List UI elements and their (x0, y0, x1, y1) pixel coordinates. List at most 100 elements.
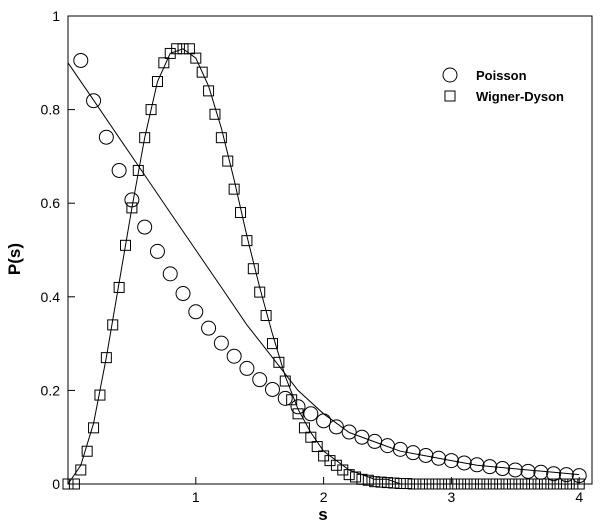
wigner-dyson-point (394, 478, 406, 490)
wigner-dyson-point (113, 281, 125, 293)
wigner-dyson-point (484, 478, 496, 490)
wigner-dyson-point (362, 474, 374, 486)
wigner-dyson-point (503, 478, 515, 490)
wigner-dyson-point (560, 478, 572, 490)
wigner-dyson-point (343, 469, 355, 481)
y-axis-label: P(s) (5, 243, 24, 275)
x-tick-label: 4 (575, 489, 583, 505)
wigner-dyson-point (407, 478, 419, 490)
poisson-point (137, 219, 153, 235)
wigner-dyson-point (158, 57, 170, 69)
wigner-dyson-point (247, 263, 259, 275)
x-tick-label: 2 (320, 489, 328, 505)
y-tick-label: 0.4 (41, 289, 61, 305)
wigner-dyson-point (132, 164, 144, 176)
wigner-dyson-point (388, 477, 400, 489)
wigner-dyson-point (266, 338, 278, 350)
poisson-point (188, 304, 204, 320)
poisson-histogram-line (67, 62, 580, 476)
poisson-point (341, 424, 357, 440)
wigner-dyson-point (413, 478, 425, 490)
wigner-dyson-point (350, 471, 362, 483)
wigner-dyson-point (382, 477, 394, 489)
wigner-dyson-point (535, 478, 547, 490)
poisson-point (482, 459, 498, 475)
poisson-point (405, 445, 421, 461)
wigner-dyson-point (426, 478, 438, 490)
wigner-dyson-point (298, 422, 310, 434)
poisson-point (328, 419, 344, 435)
wigner-dyson-point (235, 207, 247, 219)
wigner-dyson-point (190, 52, 202, 64)
poisson-point (469, 457, 485, 473)
wigner-dyson-point (497, 478, 509, 490)
x-tick-label: 1 (192, 489, 200, 505)
wigner-dyson-point (68, 478, 80, 490)
legend-label-wigner-dyson: Wigner-Dyson (476, 89, 564, 104)
wigner-dyson-point (177, 43, 189, 55)
wigner-dyson-point (273, 356, 285, 368)
wigner-dyson-point (120, 239, 132, 251)
wigner-dyson-point (554, 478, 566, 490)
poisson-point (239, 360, 255, 376)
wigner-dyson-point (458, 478, 470, 490)
wigner-dyson-point (439, 478, 451, 490)
y-tick-label: 0.6 (41, 195, 61, 211)
wigner-dyson-point (100, 352, 112, 364)
wigner-dyson-point (522, 478, 534, 490)
poisson-point (418, 447, 434, 463)
poisson-point (73, 52, 89, 68)
wigner-dyson-point (196, 66, 208, 78)
wigner-dyson-point (215, 132, 227, 144)
poisson-point (520, 463, 536, 479)
wigner-dyson-point (209, 108, 221, 120)
x-axis-label: s (318, 505, 327, 522)
wigner-dyson-point (311, 441, 323, 453)
wigner-dyson-point (445, 478, 457, 490)
wigner-dyson-point (541, 478, 553, 490)
wigner-dyson-point (183, 43, 195, 55)
wigner-dyson-point (139, 132, 151, 144)
poisson-point (533, 464, 549, 480)
poisson-point (558, 467, 574, 483)
poisson-point (571, 468, 587, 484)
wigner-dyson-point (509, 478, 521, 490)
poisson-point (98, 129, 114, 145)
poisson-point (252, 372, 268, 388)
poisson-point (290, 399, 306, 415)
poisson-point (303, 406, 319, 422)
legend-marker-poisson (442, 67, 458, 83)
wigner-dyson-point (151, 76, 163, 88)
poisson-point (507, 462, 523, 478)
wigner-dyson-point (171, 43, 183, 55)
wigner-dyson-point (305, 431, 317, 443)
wigner-dyson-point (203, 85, 215, 97)
wigner-dyson-point (62, 478, 74, 490)
legend-label-poisson: Poisson (476, 68, 527, 83)
poisson-point (213, 335, 229, 351)
poisson-point (316, 413, 332, 429)
poisson-point (456, 455, 472, 471)
wigner-dyson-point (471, 478, 483, 490)
wigner-dyson-point (490, 478, 502, 490)
poisson-point (124, 192, 140, 208)
poisson-point (431, 450, 447, 466)
poisson-point (495, 461, 511, 477)
wigner-dyson-point (222, 155, 234, 167)
poisson-point (380, 438, 396, 454)
wigner-dyson-point (452, 478, 464, 490)
poisson-point (111, 162, 127, 178)
wigner-dyson-point (254, 286, 266, 298)
wigner-dyson-point (420, 478, 432, 490)
wigner-dyson-point (292, 408, 304, 420)
poisson-point (277, 390, 293, 406)
wigner-dyson-point (567, 478, 579, 490)
poisson-point (162, 266, 178, 282)
wigner-dyson-point (126, 202, 138, 214)
wigner-dyson-point (369, 476, 381, 488)
wigner-dyson-point (88, 422, 100, 434)
poisson-point (264, 381, 280, 397)
wigner-dyson-point (516, 478, 528, 490)
